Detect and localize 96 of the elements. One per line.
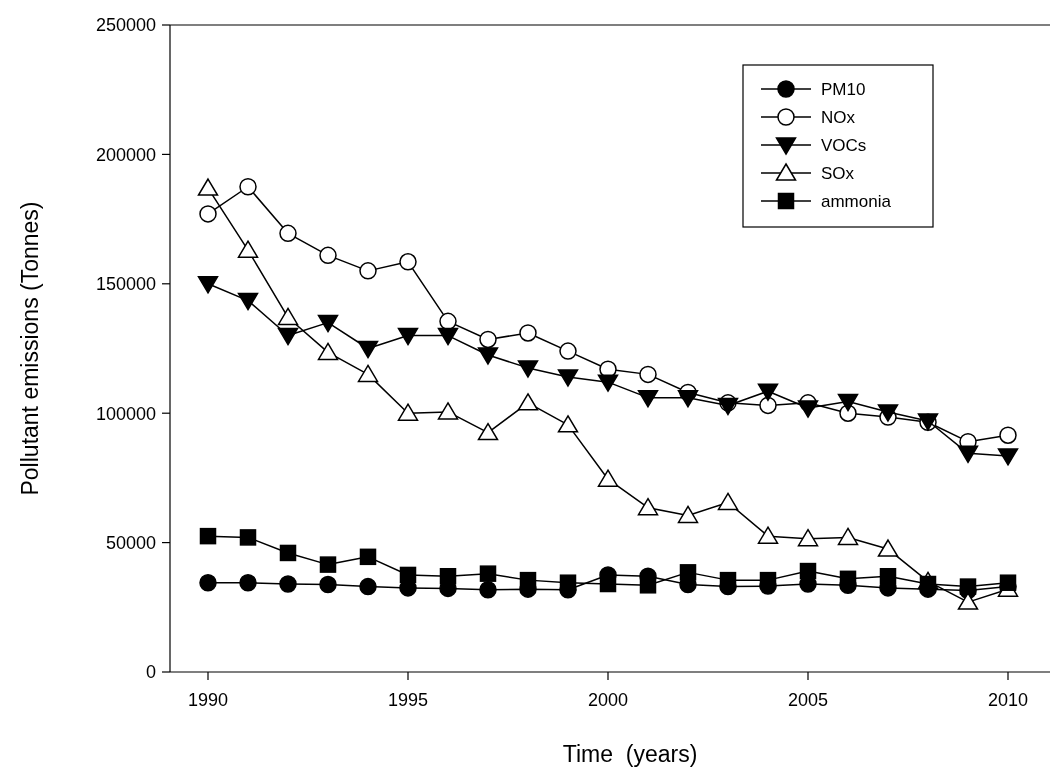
y-tick-label: 200000	[95, 144, 156, 165]
point	[399, 253, 417, 271]
point	[279, 224, 297, 243]
point	[557, 415, 579, 433]
x-tick-label: 2010	[987, 690, 1029, 710]
point	[757, 526, 779, 544]
point	[479, 565, 497, 582]
point	[957, 445, 979, 464]
point	[959, 578, 977, 595]
point	[877, 539, 899, 557]
point	[479, 580, 497, 599]
y-axis-title: Pollutant emissions (Tonnes)	[17, 201, 43, 496]
point	[397, 403, 419, 421]
point	[559, 574, 577, 591]
point	[519, 324, 537, 342]
x-tick-label: 1990	[187, 690, 229, 710]
point	[557, 369, 579, 387]
y-tick-label: 150000	[95, 274, 156, 295]
point	[359, 548, 377, 566]
point	[797, 528, 819, 547]
point	[997, 448, 1019, 466]
point	[397, 327, 419, 346]
y-tick-label: 100000	[95, 403, 156, 424]
point	[319, 556, 337, 573]
point	[877, 404, 899, 422]
point	[439, 567, 457, 585]
point	[477, 422, 499, 441]
point	[839, 570, 857, 588]
point	[637, 497, 659, 516]
point	[479, 330, 497, 349]
point	[679, 564, 697, 581]
point	[357, 364, 379, 383]
point	[719, 571, 737, 589]
point	[677, 389, 699, 408]
point	[437, 327, 459, 346]
point	[357, 340, 379, 359]
point	[837, 527, 859, 546]
point	[477, 347, 499, 365]
point	[517, 393, 539, 411]
y-tick-label: 0	[145, 662, 156, 683]
point	[279, 544, 297, 562]
y-tick-label: 50000	[105, 532, 156, 553]
point	[317, 314, 339, 333]
point	[759, 396, 777, 415]
x-tick-label: 2000	[587, 690, 629, 710]
point	[197, 276, 219, 294]
point	[239, 529, 257, 546]
point	[637, 389, 659, 408]
point	[559, 342, 577, 360]
point	[239, 178, 257, 196]
point	[519, 571, 537, 589]
legend-label: PM10	[821, 79, 866, 99]
point	[359, 262, 377, 280]
point	[199, 573, 217, 592]
point	[399, 566, 417, 584]
point	[359, 577, 377, 596]
point	[757, 383, 779, 401]
point	[597, 469, 619, 487]
legend-label: NOx	[821, 107, 856, 127]
point	[919, 575, 937, 593]
point	[879, 567, 897, 585]
y-tick-label: 250000	[95, 15, 156, 36]
point	[677, 505, 699, 524]
point	[197, 178, 219, 196]
point	[799, 562, 817, 580]
legend-label: VOCs	[821, 135, 867, 155]
point	[759, 571, 777, 589]
point	[277, 307, 299, 326]
legend-label: ammonia	[821, 191, 892, 211]
point	[319, 246, 337, 265]
point	[599, 575, 617, 593]
point	[797, 400, 819, 418]
point	[717, 492, 739, 511]
point	[199, 205, 217, 223]
point	[597, 374, 619, 392]
point	[277, 327, 299, 346]
point	[237, 292, 259, 311]
point	[319, 575, 337, 594]
point	[957, 592, 979, 610]
x-axis-title: Time (years)	[562, 741, 698, 767]
point	[317, 342, 339, 361]
legend-label: SOx	[821, 163, 855, 183]
point	[999, 426, 1017, 444]
point	[837, 393, 859, 412]
point	[639, 577, 657, 594]
point	[237, 240, 259, 258]
point	[279, 575, 297, 593]
point	[199, 527, 217, 545]
point	[437, 402, 459, 420]
point	[517, 360, 539, 378]
point	[999, 574, 1017, 591]
point	[239, 573, 257, 592]
point	[639, 365, 657, 384]
x-tick-label: 2005	[787, 690, 829, 710]
x-tick-label: 1995	[387, 690, 429, 710]
point	[717, 397, 739, 416]
